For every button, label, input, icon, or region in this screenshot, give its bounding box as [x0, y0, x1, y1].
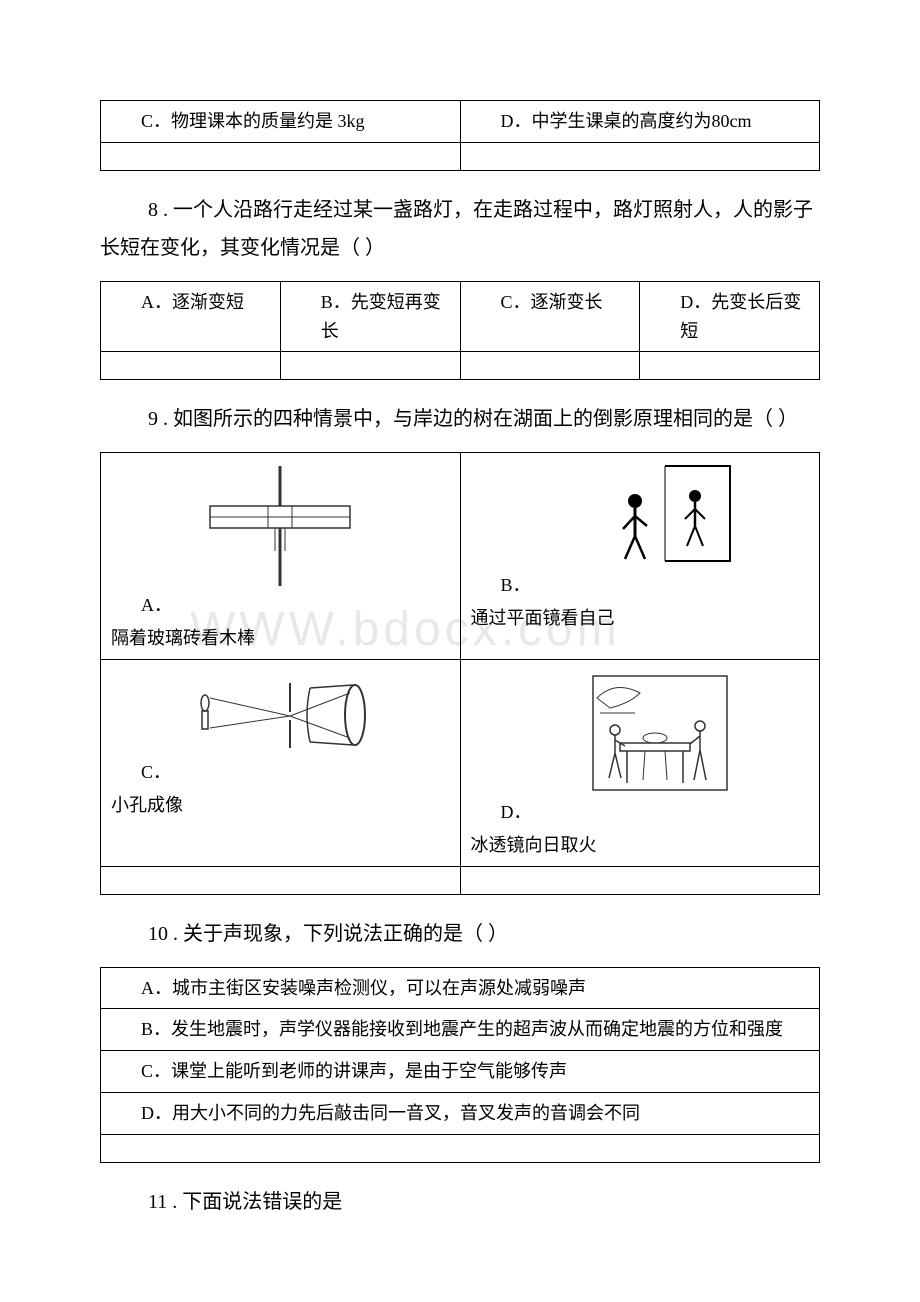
q9-option-b-letter: B． — [501, 571, 531, 600]
q8-option-a: A．逐渐变短 — [141, 288, 244, 317]
empty-cell — [101, 866, 461, 894]
ice-lens-fire-icon — [585, 668, 735, 798]
q8-option-b: B．先变短再变长 — [321, 288, 450, 346]
q9-option-a-letter: A． — [141, 591, 172, 620]
q9-option-d-letter: D． — [501, 798, 532, 827]
q7-options-table: C．物理课本的质量约是 3kg D．中学生课桌的高度约为80cm — [100, 100, 820, 171]
empty-cell — [460, 352, 640, 380]
q7-option-c: C．物理课本的质量约是 3kg — [101, 101, 461, 143]
q10-option-b: B．发生地震时，声学仪器能接收到地震产生的超声波从而确定地震的方位和强度 — [101, 1009, 820, 1051]
q10-option-c: C．课堂上能听到老师的讲课声，是由于空气能够传声 — [101, 1051, 820, 1093]
empty-cell — [640, 352, 820, 380]
q8-options-table: A．逐渐变短 B．先变短再变长 C．逐渐变长 D．先变长后变短 — [100, 281, 820, 381]
glass-brick-icon — [180, 461, 380, 591]
q9-options-table: A． 隔着玻璃砖看木棒 — [100, 452, 820, 894]
q8-option-d: D．先变长后变短 — [680, 288, 809, 346]
q10-text: 10 . 关于声现象，下列说法正确的是（ ） — [100, 915, 820, 953]
pinhole-icon — [170, 668, 390, 758]
q10-option-d: D．用大小不同的力先后敲击同一音叉，音叉发声的音调会不同 — [101, 1092, 820, 1134]
empty-cell — [101, 142, 461, 170]
q7-option-d: D．中学生课桌的高度约为80cm — [460, 101, 820, 143]
mirror-person-icon — [595, 461, 745, 571]
q10-options-table: A．城市主街区安装噪声检测仪，可以在声源处减弱噪声 B．发生地震时，声学仪器能接… — [100, 967, 820, 1163]
q8-text: 8 . 一个人沿路行走经过某一盏路灯，在走路过程中，路灯照射人，人的影子长短在变… — [100, 191, 820, 267]
q9-option-a-caption: 隔着玻璃砖看木棒 — [111, 624, 450, 653]
q9-text: 9 . 如图所示的四种情景中，与岸边的树在湖面上的倒影原理相同的是（ ） — [100, 400, 820, 438]
q11-text: 11 . 下面说法错误的是 — [100, 1183, 820, 1221]
q7-option-d-text: D．中学生课桌的高度约为80cm — [501, 111, 752, 131]
q8-option-c: C．逐渐变长 — [501, 288, 603, 317]
empty-cell — [460, 866, 820, 894]
empty-cell — [101, 352, 281, 380]
q10-option-a: A．城市主街区安装噪声检测仪，可以在声源处减弱噪声 — [101, 967, 820, 1009]
empty-cell — [280, 352, 460, 380]
q9-option-d-caption: 冰透镜向日取火 — [471, 831, 810, 860]
empty-cell — [101, 1134, 820, 1162]
q9-option-c-letter: C． — [141, 758, 171, 787]
empty-cell — [460, 142, 820, 170]
q9-option-b-caption: 通过平面镜看自己 — [471, 604, 810, 633]
q9-option-c-caption: 小孔成像 — [111, 791, 450, 820]
